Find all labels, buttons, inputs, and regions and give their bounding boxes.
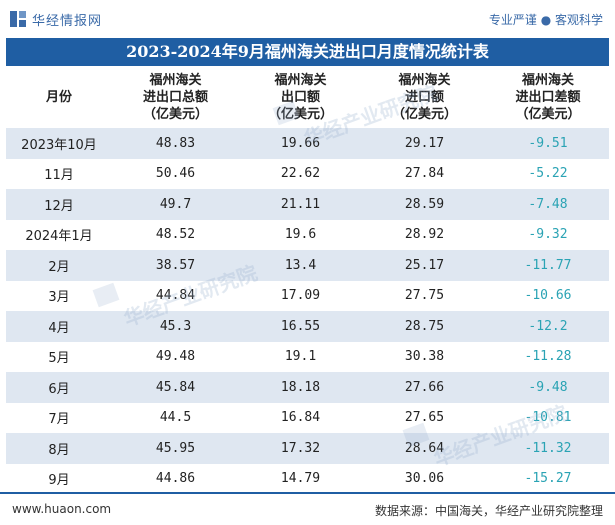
table-row: 2月 38.57 13.4 25.17 -11.77 (6, 250, 609, 281)
table-row: 3月 44.84 17.09 27.75 -10.66 (6, 280, 609, 311)
table-row: 7月 44.5 16.84 27.65 -10.81 (6, 402, 609, 433)
value-cell: 25.17 (362, 250, 487, 281)
value-cell: 44.5 (112, 402, 239, 433)
value-cell: 22.62 (239, 158, 362, 189)
value-cell: 16.84 (239, 402, 362, 433)
month-cell: 8月 (6, 433, 112, 464)
value-cell: -9.32 (487, 219, 609, 250)
value-cell: 44.86 (112, 463, 239, 494)
value-cell: 21.11 (239, 189, 362, 220)
month-cell: 7月 (6, 402, 112, 433)
value-cell: 45.84 (112, 372, 239, 403)
value-cell: 17.09 (239, 280, 362, 311)
value-cell: 27.65 (362, 402, 487, 433)
value-cell: 28.64 (362, 433, 487, 464)
statistics-table: 月份 福州海关 进出口总额 （亿美元） 福州海关 出口额 （亿美元） 福州海关 进口额 （亿美元）… (6, 66, 609, 494)
value-cell: 48.52 (112, 219, 239, 250)
month-cell: 2023年10月 (6, 128, 112, 159)
value-cell: -15.27 (487, 463, 609, 494)
value-cell: 14.79 (239, 463, 362, 494)
value-cell: -5.22 (487, 158, 609, 189)
top-bar: 华经情报网 专业严谨 ● 客观科学 (0, 0, 615, 38)
value-cell: -10.66 (487, 280, 609, 311)
value-cell: -11.77 (487, 250, 609, 281)
column-header: 福州海关 进口额 （亿美元） (362, 66, 487, 128)
value-cell: 45.3 (112, 311, 239, 342)
value-cell: 30.38 (362, 341, 487, 372)
value-cell: -7.48 (487, 189, 609, 220)
value-cell: 30.06 (362, 463, 487, 494)
value-cell: 16.55 (239, 311, 362, 342)
column-header: 福州海关 出口额 （亿美元） (239, 66, 362, 128)
huajing-logo-icon (10, 11, 26, 27)
value-cell: 18.18 (239, 372, 362, 403)
value-cell: 27.66 (362, 372, 487, 403)
value-cell: 28.92 (362, 219, 487, 250)
value-cell: 48.83 (112, 128, 239, 159)
value-cell: 49.7 (112, 189, 239, 220)
month-cell: 2024年1月 (6, 219, 112, 250)
value-cell: 19.6 (239, 219, 362, 250)
month-cell: 3月 (6, 280, 112, 311)
value-cell: 17.32 (239, 433, 362, 464)
table-row: 6月 45.84 18.18 27.66 -9.48 (6, 372, 609, 403)
value-cell: -12.2 (487, 311, 609, 342)
value-cell: -9.51 (487, 128, 609, 159)
column-header: 月份 (6, 66, 112, 128)
table-header-row: 月份 福州海关 进出口总额 （亿美元） 福州海关 出口额 （亿美元） 福州海关 进口额 （亿美元）… (6, 66, 609, 128)
month-cell: 5月 (6, 341, 112, 372)
value-cell: 27.75 (362, 280, 487, 311)
value-cell: 29.17 (362, 128, 487, 159)
table-body: 2023年10月 48.83 19.66 29.17 -9.51 11月 50.46 22.6… (6, 128, 609, 494)
table-title: 2023-2024年9月福州海关进出口月度情况统计表 (6, 38, 609, 66)
footer: www.huaon.com 数据来源：中国海关，华经产业研究院整理 (0, 492, 615, 525)
table-row: 2024年1月 48.52 19.6 28.92 -9.32 (6, 219, 609, 250)
value-cell: -11.32 (487, 433, 609, 464)
value-cell: 45.95 (112, 433, 239, 464)
value-cell: -11.28 (487, 341, 609, 372)
table-row: 9月 44.86 14.79 30.06 -15.27 (6, 463, 609, 494)
column-header: 福州海关 进出口差额 （亿美元） (487, 66, 609, 128)
table-row: 4月 45.3 16.55 28.75 -12.2 (6, 311, 609, 342)
value-cell: -9.48 (487, 372, 609, 403)
value-cell: 13.4 (239, 250, 362, 281)
value-cell: 49.48 (112, 341, 239, 372)
table-row: 11月 50.46 22.62 27.84 -5.22 (6, 158, 609, 189)
table-row: 2023年10月 48.83 19.66 29.17 -9.51 (6, 128, 609, 159)
value-cell: 28.59 (362, 189, 487, 220)
value-cell: 27.84 (362, 158, 487, 189)
value-cell: 38.57 (112, 250, 239, 281)
value-cell: 28.75 (362, 311, 487, 342)
value-cell: 50.46 (112, 158, 239, 189)
data-source: 数据来源：中国海关，华经产业研究院整理 (374, 504, 603, 518)
table-row: 12月 49.7 21.11 28.59 -7.48 (6, 189, 609, 220)
month-cell: 12月 (6, 189, 112, 220)
month-cell: 6月 (6, 372, 112, 403)
value-cell: 19.66 (239, 128, 362, 159)
footer-url: www.huaon.com (12, 502, 112, 516)
value-cell: 44.84 (112, 280, 239, 311)
month-cell: 9月 (6, 463, 112, 494)
table-row: 8月 45.95 17.32 28.64 -11.32 (6, 433, 609, 464)
column-header: 福州海关 进出口总额 （亿美元） (112, 66, 239, 128)
slogan: 专业严谨 ● 客观科学 (488, 13, 603, 27)
brand-name: 华经情报网 (32, 14, 103, 29)
month-cell: 4月 (6, 311, 112, 342)
value-cell: -10.81 (487, 402, 609, 433)
month-cell: 2月 (6, 250, 112, 281)
month-cell: 11月 (6, 158, 112, 189)
table-row: 5月 49.48 19.1 30.38 -11.28 (6, 341, 609, 372)
value-cell: 19.1 (239, 341, 362, 372)
